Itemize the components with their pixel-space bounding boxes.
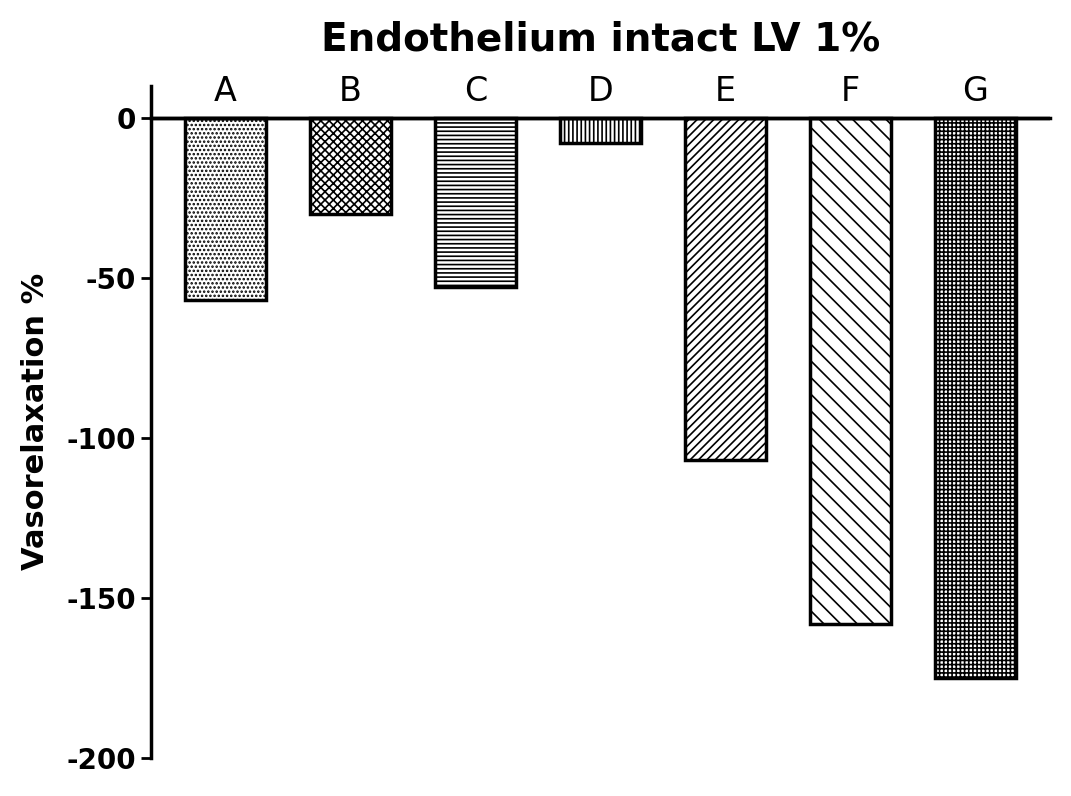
Bar xyxy=(810,118,891,623)
Bar xyxy=(185,118,267,300)
Text: C: C xyxy=(464,75,487,108)
Bar xyxy=(684,118,766,460)
Title: Endothelium intact LV 1%: Endothelium intact LV 1% xyxy=(321,21,880,59)
Text: A: A xyxy=(214,75,237,108)
Bar xyxy=(435,118,516,287)
Text: F: F xyxy=(841,75,860,108)
Text: E: E xyxy=(714,75,736,108)
Y-axis label: Vasorelaxation %: Vasorelaxation % xyxy=(20,273,50,571)
Text: B: B xyxy=(340,75,362,108)
Bar xyxy=(935,118,1015,678)
Text: G: G xyxy=(962,75,989,108)
Bar xyxy=(310,118,391,213)
Bar xyxy=(560,118,642,143)
Text: D: D xyxy=(588,75,614,108)
